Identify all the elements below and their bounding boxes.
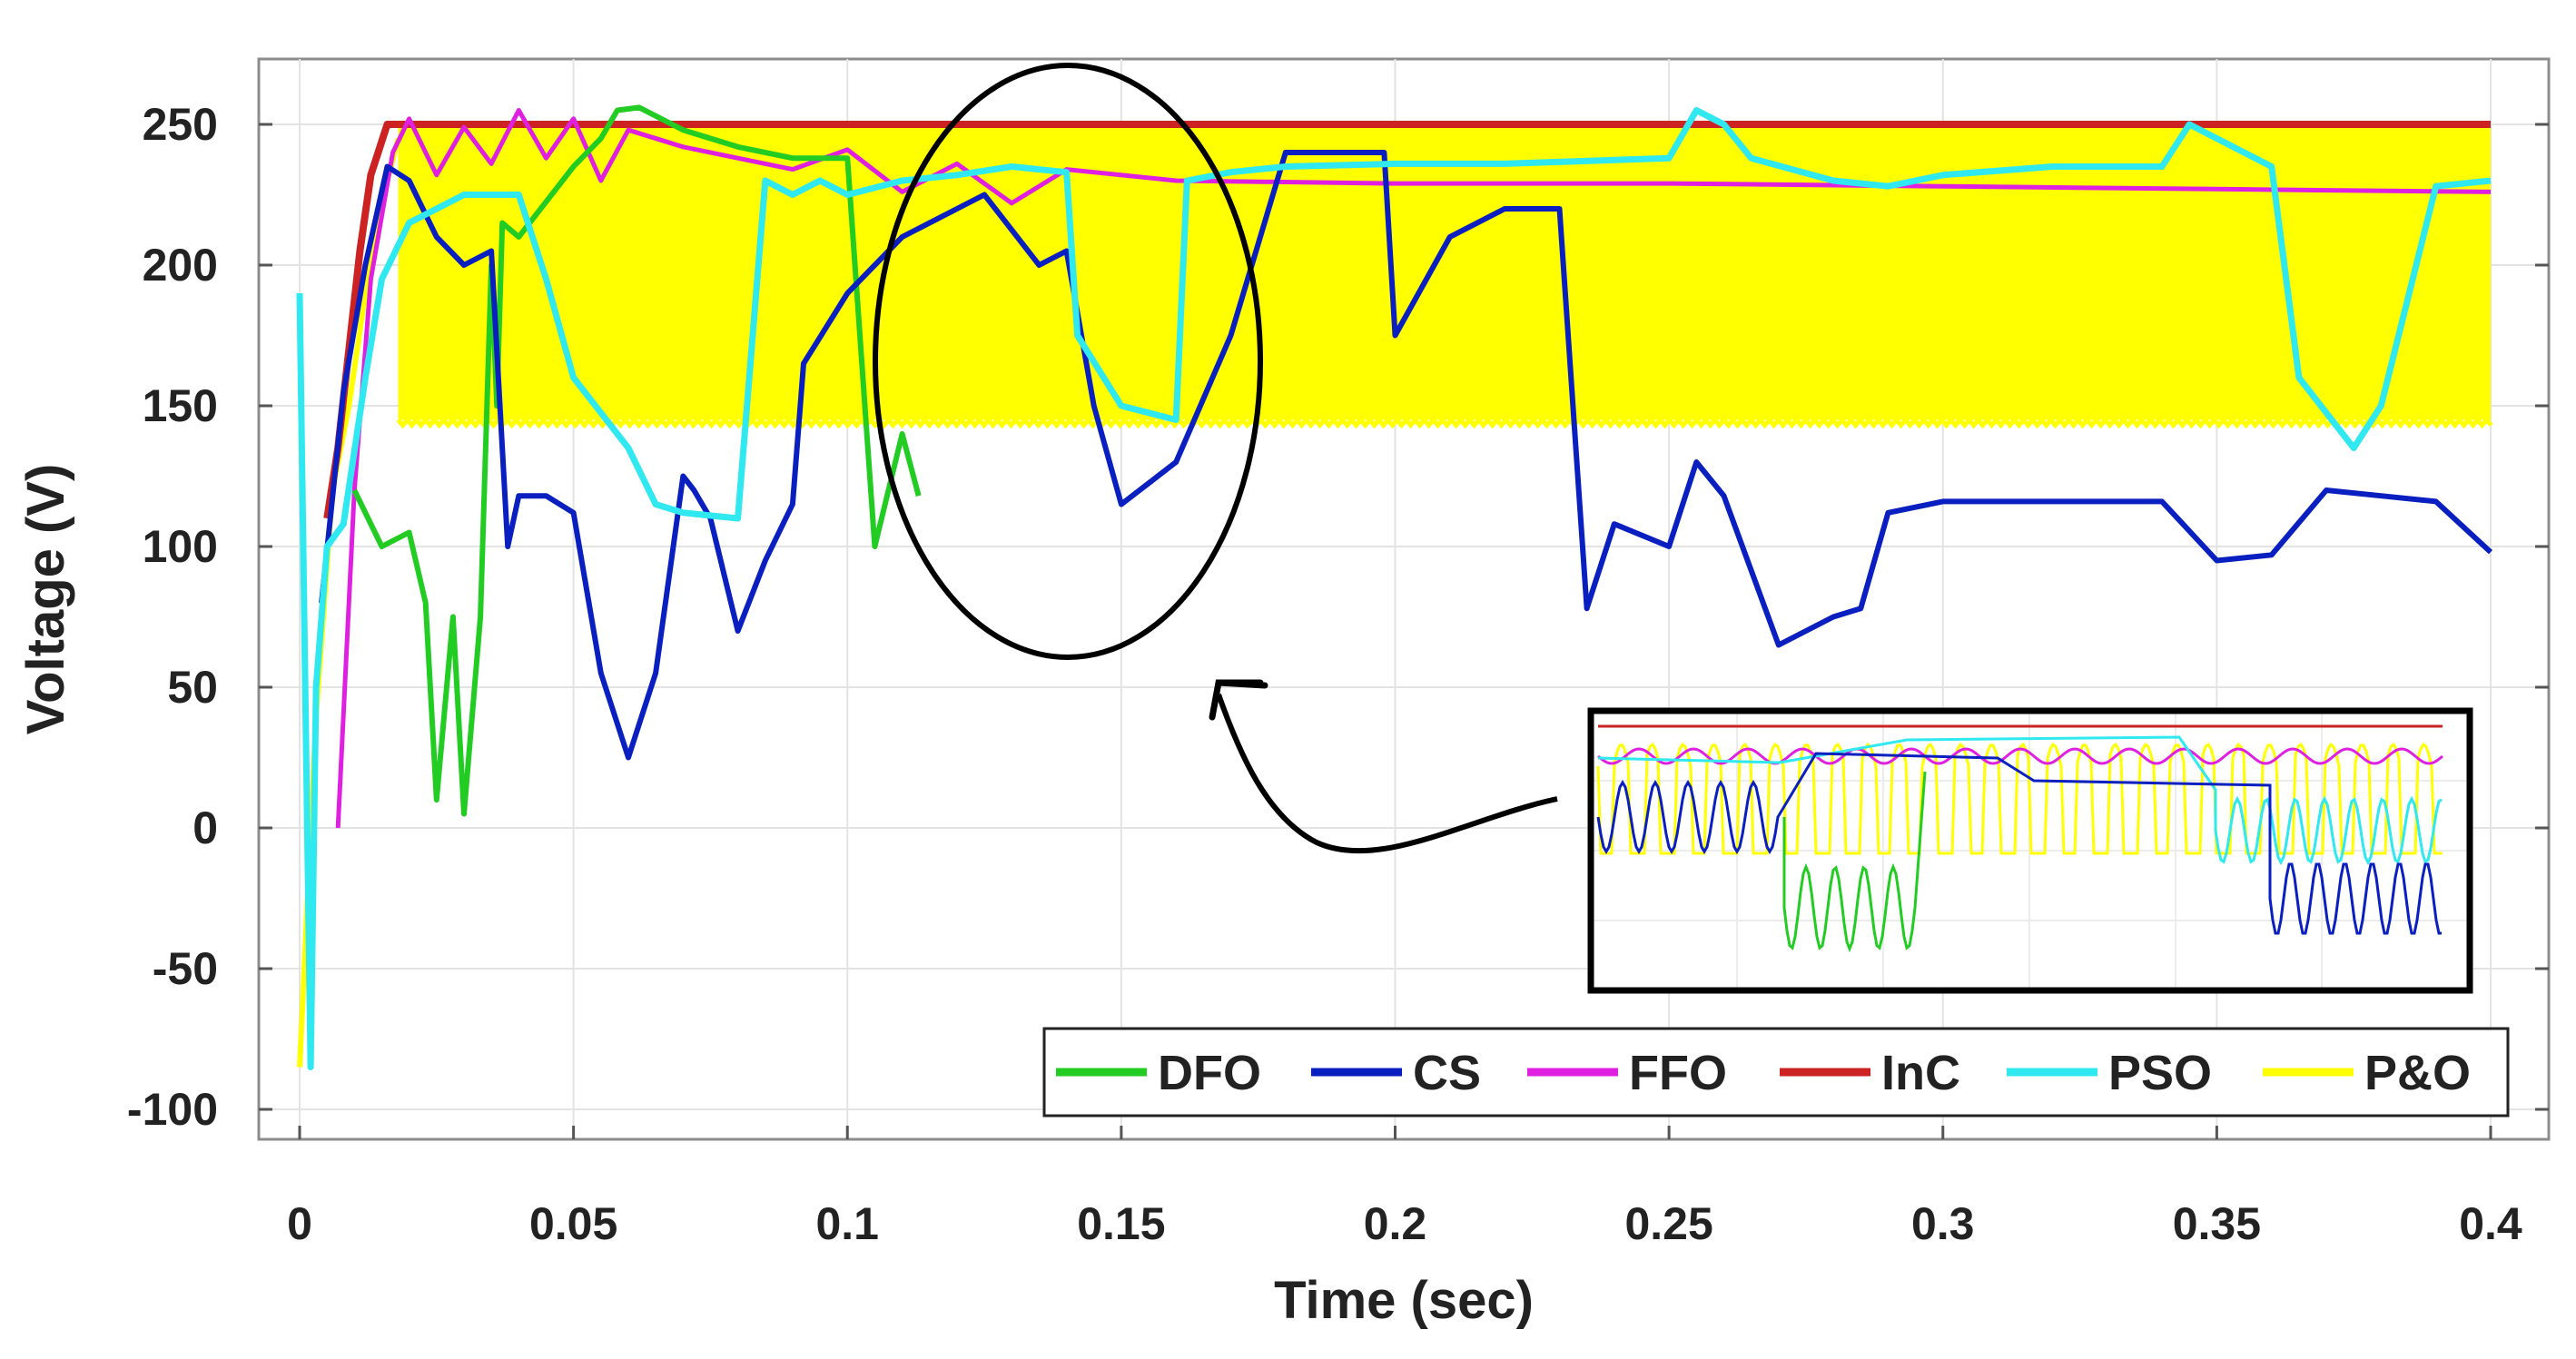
x-tick-label: 0.2 bbox=[1364, 1198, 1427, 1249]
legend-label: DFO bbox=[1158, 1046, 1261, 1100]
legend-label: InC bbox=[1881, 1046, 1960, 1100]
legend-label: P&O bbox=[2364, 1046, 2471, 1100]
x-tick-label: 0.25 bbox=[1624, 1198, 1712, 1249]
legend: DFO CS FFO InC PSO P&O bbox=[1044, 1029, 2508, 1116]
legend-label: CS bbox=[1413, 1046, 1481, 1100]
legend-label: PSO bbox=[2108, 1046, 2212, 1100]
y-tick-label: 200 bbox=[143, 240, 218, 291]
x-tick-label: 0.15 bbox=[1077, 1198, 1165, 1249]
series-band-layer bbox=[399, 124, 2492, 426]
y-tick-label: 250 bbox=[143, 99, 218, 150]
x-tick-label: 0.3 bbox=[1911, 1198, 1975, 1249]
x-axis-label: Time (sec) bbox=[1274, 1271, 1534, 1330]
y-tick-label: 100 bbox=[143, 521, 218, 572]
inset-zoom-panel bbox=[1591, 711, 2470, 990]
y-tick-label: -100 bbox=[127, 1084, 218, 1135]
x-tick-label: 0.4 bbox=[2459, 1198, 2522, 1249]
x-tick-label: 0.1 bbox=[815, 1198, 879, 1249]
y-tick-label: -50 bbox=[153, 943, 218, 994]
y-tick-label: 0 bbox=[192, 803, 218, 853]
legend-label: FFO bbox=[1629, 1046, 1727, 1100]
x-tick-label: 0 bbox=[287, 1198, 312, 1249]
y-tick-label: 150 bbox=[143, 380, 218, 431]
x-tick-label: 0.35 bbox=[2173, 1198, 2261, 1249]
x-tick-label: 0.05 bbox=[529, 1198, 617, 1249]
band-pando bbox=[399, 124, 2491, 420]
y-tick-label: 50 bbox=[167, 662, 218, 713]
y-axis-label: Voltage (V) bbox=[16, 464, 75, 735]
